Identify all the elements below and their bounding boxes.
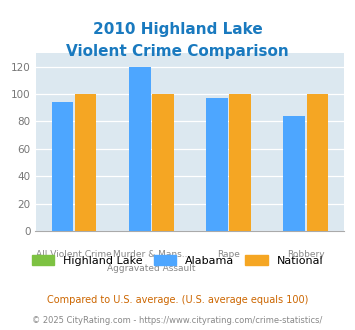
Bar bbox=[306, 94, 328, 231]
Text: All Violent Crime: All Violent Crime bbox=[36, 250, 112, 259]
Text: © 2025 CityRating.com - https://www.cityrating.com/crime-statistics/: © 2025 CityRating.com - https://www.city… bbox=[32, 315, 323, 325]
Bar bbox=[283, 116, 305, 231]
Legend: Highland Lake, Alabama, National: Highland Lake, Alabama, National bbox=[28, 250, 327, 270]
Text: Violent Crime Comparison: Violent Crime Comparison bbox=[66, 44, 289, 59]
Text: Compared to U.S. average. (U.S. average equals 100): Compared to U.S. average. (U.S. average … bbox=[47, 295, 308, 305]
Text: Robbery: Robbery bbox=[287, 250, 324, 259]
Text: Rape: Rape bbox=[217, 250, 240, 259]
Bar bbox=[129, 67, 151, 231]
Text: 2010 Highland Lake: 2010 Highland Lake bbox=[93, 22, 262, 37]
Bar bbox=[229, 94, 251, 231]
Bar bbox=[52, 102, 73, 231]
Bar bbox=[206, 98, 228, 231]
Bar bbox=[152, 94, 174, 231]
Text: Murder & Mans...: Murder & Mans... bbox=[113, 250, 190, 259]
Text: Aggravated Assault: Aggravated Assault bbox=[107, 264, 196, 273]
Bar bbox=[75, 94, 97, 231]
